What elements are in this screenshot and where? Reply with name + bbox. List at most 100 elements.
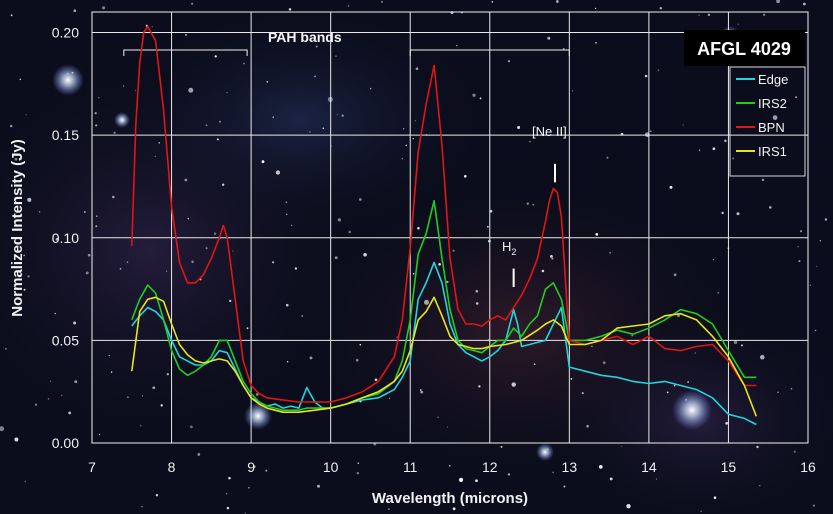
star [551, 257, 554, 260]
chart-title: AFGL 4029 [697, 39, 791, 59]
x-axis-label: Wavelength (microns) [372, 490, 528, 507]
h2-label: H2 [502, 239, 516, 257]
star [322, 127, 325, 130]
star [205, 124, 208, 127]
star [294, 267, 298, 270]
star [777, 391, 779, 393]
star [27, 197, 32, 202]
star [14, 437, 19, 442]
star [335, 55, 337, 57]
star [412, 272, 415, 275]
star [356, 472, 359, 475]
star [594, 7, 597, 10]
star [34, 403, 38, 406]
x-tick-label: 9 [247, 459, 255, 475]
x-tick-label: 15 [721, 459, 737, 475]
star [226, 506, 230, 510]
y-tick-label: 0.20 [52, 25, 79, 41]
legend: Edge IRS2 BPN IRS1 [729, 66, 806, 177]
star [23, 288, 26, 291]
star [819, 239, 822, 242]
star [119, 268, 122, 270]
star [713, 496, 717, 499]
star [87, 253, 91, 257]
star [248, 486, 250, 489]
star [687, 381, 689, 383]
legend-label-edge: Edge [758, 72, 788, 87]
star [9, 124, 13, 128]
star [595, 41, 597, 44]
title-box: AFGL 4029 [684, 30, 805, 66]
star [214, 55, 217, 58]
star [556, 0, 559, 3]
star [563, 485, 566, 488]
star [54, 312, 56, 315]
star [261, 160, 265, 164]
star [798, 260, 801, 263]
star [790, 387, 793, 390]
h2-label-subscript: 2 [511, 247, 516, 257]
star [417, 226, 420, 230]
star [478, 385, 481, 388]
star [666, 391, 669, 394]
star [631, 334, 634, 337]
star [253, 465, 256, 468]
star [113, 131, 116, 134]
star [226, 92, 228, 94]
x-tick-label: 7 [88, 459, 96, 475]
star [737, 23, 739, 25]
star [190, 425, 193, 429]
star [571, 90, 574, 92]
star [359, 343, 362, 346]
star [158, 142, 160, 144]
star [423, 299, 430, 305]
star [724, 139, 727, 143]
star [591, 345, 593, 348]
star [98, 433, 101, 436]
star [84, 211, 86, 213]
star [19, 78, 22, 81]
star [348, 5, 350, 7]
star [673, 384, 676, 387]
star [243, 62, 245, 65]
star [314, 75, 317, 78]
star [500, 445, 503, 448]
star [363, 253, 367, 257]
star [401, 158, 403, 160]
star [824, 218, 827, 221]
star [96, 215, 98, 217]
star [73, 9, 77, 13]
star [337, 218, 342, 222]
plot-frame [91, 11, 809, 444]
x-tick-label: 10 [323, 459, 339, 475]
star [272, 116, 274, 118]
star [315, 45, 318, 48]
star [388, 397, 390, 399]
star [374, 378, 378, 382]
star [288, 8, 292, 11]
star [112, 195, 115, 199]
star [334, 256, 338, 260]
star [602, 361, 606, 365]
star [736, 212, 740, 216]
star [188, 87, 194, 93]
star [39, 211, 41, 213]
star [816, 265, 818, 267]
star [759, 485, 761, 487]
star [5, 348, 7, 350]
star [570, 378, 573, 380]
star [707, 13, 711, 17]
star [673, 273, 677, 277]
star [127, 396, 129, 399]
star [437, 416, 439, 418]
star [459, 477, 464, 482]
star [110, 371, 113, 373]
star [475, 302, 479, 305]
star [95, 124, 98, 127]
y-tick-label: 0.00 [52, 435, 79, 451]
emission-line-markers [512, 163, 557, 288]
star [733, 340, 738, 344]
star [472, 93, 476, 97]
legend-label-irs2: IRS2 [758, 96, 787, 111]
